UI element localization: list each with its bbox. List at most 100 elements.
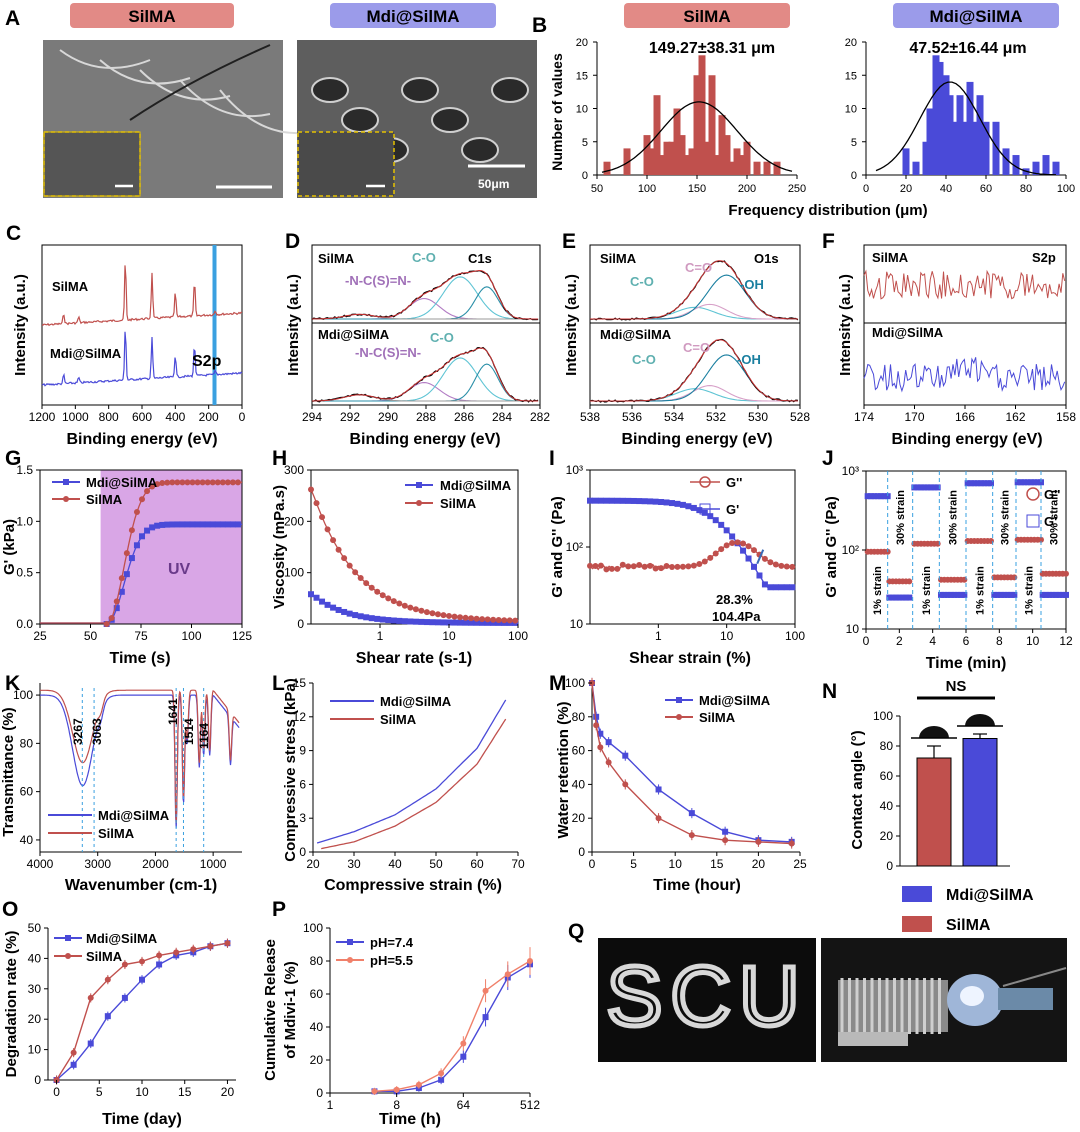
panelD-ylabel: Intensity (a.u.): [285, 274, 302, 376]
release-point: [393, 1086, 400, 1093]
panelC-frame: [41, 244, 243, 406]
g-point: [184, 479, 191, 486]
j-g1-point: [1034, 479, 1041, 486]
g-point: [128, 555, 135, 562]
tick-label: 200: [199, 410, 219, 424]
g-point: [149, 524, 156, 531]
retention-point: [622, 781, 629, 788]
g-point: [224, 521, 231, 528]
panelB-silma-label: SilMA: [683, 7, 730, 26]
j-g1-point: [878, 493, 884, 500]
j-g1-point: [1049, 591, 1056, 598]
g-point: [159, 480, 166, 487]
screw-shaft: [998, 988, 1053, 1010]
g-point: [144, 527, 151, 534]
g-double-prime-point: [729, 540, 736, 547]
g-point: [189, 479, 196, 486]
uv-region: [100, 470, 242, 624]
degradation-point: [156, 961, 163, 968]
panelB-mdi-label: Mdi@SilMA: [929, 7, 1022, 26]
panelE-frame: [589, 244, 801, 406]
j-g1-point: [981, 480, 988, 487]
tick-label: 1200: [29, 410, 56, 424]
strain-label: 30% strain: [948, 490, 960, 545]
hist-bar: [678, 135, 686, 175]
j-g1-point: [1046, 591, 1053, 598]
tick-label: 2: [896, 634, 903, 648]
tick-label: 0: [886, 859, 893, 873]
viscosity-point: [368, 615, 375, 622]
g-prime-point: [614, 497, 621, 504]
tick-label: 400: [165, 410, 185, 424]
panelP-legend-55: pH=5.5: [370, 953, 413, 968]
j-g1-point: [941, 591, 948, 598]
tick-label: 1.0: [16, 514, 33, 528]
hist-bar: [982, 121, 990, 175]
panelO-legend-mdi: Mdi@SilMA: [86, 931, 158, 946]
panelE-silma: SilMA: [600, 251, 637, 266]
panelB-silma-pill: [624, 3, 790, 28]
viscosity-point: [440, 619, 447, 626]
hist-bar: [1042, 155, 1050, 175]
hist-bar: [703, 141, 711, 175]
release-point: [482, 1014, 489, 1021]
viscosity-point: [319, 598, 326, 605]
viscosity-point: [462, 619, 469, 626]
g-prime-point: [679, 501, 686, 508]
hydrogel-highlight: [960, 986, 984, 1006]
g-point: [209, 521, 216, 528]
j-g2-point: [1038, 536, 1044, 543]
tick-label: 100: [565, 676, 585, 690]
g-prime-point: [592, 497, 599, 504]
j-g1-point: [1001, 591, 1008, 598]
strain-label: 1% strain: [1024, 566, 1036, 615]
panelB-stat-silma: 149.27±38.31 μm: [649, 40, 775, 57]
viscosity-point: [390, 617, 397, 624]
g-point: [199, 479, 206, 486]
g-double-prime-point: [592, 562, 599, 569]
tick-label: 50: [429, 857, 443, 871]
j-g1-point: [886, 594, 893, 601]
tick-label: 286: [454, 410, 474, 424]
degradation-point: [70, 1049, 77, 1056]
tick-label: 15: [576, 70, 588, 82]
viscosity-point: [407, 604, 414, 611]
tick-label: 170: [904, 410, 924, 424]
fit-component: [590, 303, 798, 320]
tick-label: 0: [34, 1073, 41, 1087]
panelI-xlabel: Shear strain (%): [629, 650, 751, 667]
panelA-silma-pill: [70, 3, 234, 28]
j-g1-point: [914, 484, 921, 491]
j-g1-point: [906, 594, 913, 601]
hist-bar: [643, 135, 651, 175]
g-prime-point: [712, 517, 719, 524]
hist-bar: [972, 121, 980, 175]
g-double-prime-point: [740, 540, 747, 547]
legend-marker: [347, 957, 353, 963]
j-g1-point: [881, 493, 888, 500]
tick-label: 100: [181, 629, 201, 643]
panelB-xlabel: Frequency distribution (μm): [728, 202, 927, 219]
panelP-xlabel: Time (h): [379, 1111, 441, 1128]
panelL-legend-mdi: Mdi@SilMA: [380, 694, 452, 709]
tick-label: 15: [293, 676, 307, 690]
tick-label: 10: [135, 1085, 149, 1099]
j-g1-point: [1063, 591, 1069, 598]
legend-swatch-mdi: [902, 886, 932, 902]
tick-label: 100: [284, 566, 304, 580]
g-prime-point: [751, 563, 757, 570]
strain-label: 30% strain: [895, 490, 907, 545]
g-double-prime-point: [783, 563, 790, 570]
viscosity-point: [512, 617, 519, 624]
retention-point: [722, 837, 729, 844]
hist-bar: [743, 141, 751, 175]
hist-bar: [932, 55, 940, 175]
tick-label: 80: [1020, 183, 1032, 195]
g-point: [113, 598, 120, 605]
raw-spectrum: [311, 346, 539, 403]
tick-label: 292: [340, 410, 360, 424]
panelC-xlabel: Binding energy (eV): [66, 431, 217, 448]
panelG-legend-silma: SilMA: [86, 492, 123, 507]
panelC-label-silma: SilMA: [52, 279, 89, 294]
g-double-prime-point: [723, 542, 730, 549]
